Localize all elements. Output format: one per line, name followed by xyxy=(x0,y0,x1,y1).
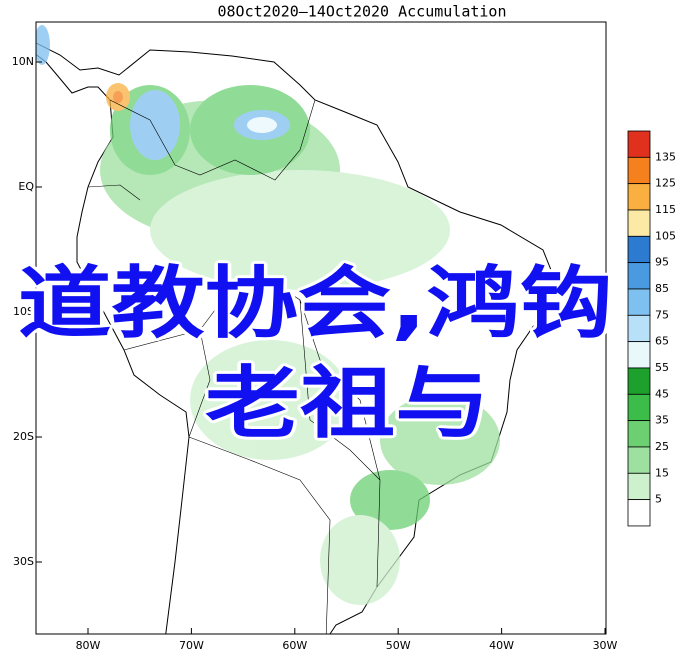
legend-swatch xyxy=(627,314,651,343)
legend-swatch xyxy=(627,156,651,185)
legend-swatch xyxy=(627,209,651,237)
latitude-label: 20S xyxy=(13,430,34,443)
legend-swatch xyxy=(627,341,651,369)
legend-label: 55 xyxy=(655,361,669,374)
legend-label: 75 xyxy=(655,308,669,321)
legend-label: 125 xyxy=(655,177,676,190)
legend-label: 105 xyxy=(655,229,676,242)
latitude-label: EQ xyxy=(18,180,34,193)
latitude-label: 10S xyxy=(13,305,34,318)
map-area xyxy=(36,25,554,634)
latitude-label: 30S xyxy=(13,555,34,568)
legend-swatch xyxy=(627,262,651,290)
legend-label: 85 xyxy=(655,282,669,295)
legend-swatch xyxy=(627,420,651,448)
legend-swatch xyxy=(627,499,651,527)
legend-swatch xyxy=(627,130,651,158)
longitude-label: 60W xyxy=(282,639,307,652)
longitude-label: 70W xyxy=(179,639,204,652)
legend-label: 115 xyxy=(655,203,676,216)
longitude-label: 40W xyxy=(489,639,514,652)
precip-shading xyxy=(36,25,500,605)
legend-label: 15 xyxy=(655,466,669,479)
longitude-label: 50W xyxy=(386,639,411,652)
overlay-text: 老祖与 xyxy=(205,359,490,449)
legend-swatch xyxy=(627,183,651,211)
legend-swatch xyxy=(627,393,651,422)
latitude-label: 10N xyxy=(12,55,34,68)
legend-label: 135 xyxy=(655,150,676,163)
legend-label: 25 xyxy=(655,440,669,453)
legend-swatch xyxy=(627,235,651,264)
longitude-label: 30W xyxy=(593,639,618,652)
axis-labels: 10N EQ 10S 20S 30S 80W 70W 60W 50W 40W 30W xyxy=(12,55,618,652)
legend-label: 65 xyxy=(655,335,669,348)
legend-swatch xyxy=(627,367,651,395)
legend-swatch xyxy=(627,288,651,316)
map-frame xyxy=(35,21,607,635)
legend-label: 45 xyxy=(655,387,669,400)
legend-swatch xyxy=(627,472,651,501)
legend-label: 5 xyxy=(655,493,662,506)
map-title: 08Oct2020—14Oct2020 Accumulation xyxy=(218,3,507,21)
color-legend: 135 125 115 105 95 85 75 65 55 45 35 25 15 5 xyxy=(627,130,676,527)
legend-label: 95 xyxy=(655,256,669,269)
longitude-label: 80W xyxy=(76,639,101,652)
legend-label: 35 xyxy=(655,414,669,427)
overlay-text: 道教协会,鸿钩 xyxy=(18,259,613,349)
legend-swatch xyxy=(627,446,651,474)
borders xyxy=(87,99,381,634)
